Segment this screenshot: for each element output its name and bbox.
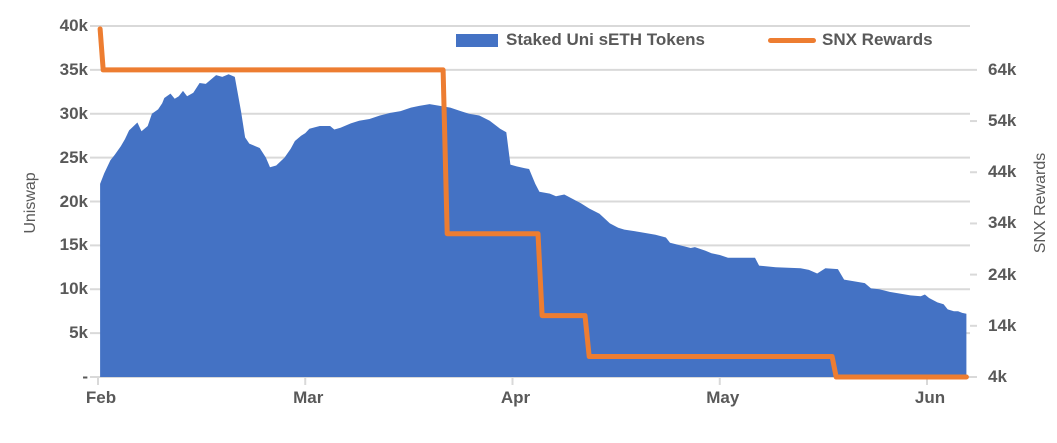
left-axis-tick-label: 40k bbox=[59, 16, 88, 35]
x-axis-tick-label: Jun bbox=[914, 388, 946, 407]
legend-label-staked-tokens: Staked Uni sETH Tokens bbox=[506, 30, 706, 49]
x-axis-tick-label: May bbox=[706, 388, 740, 407]
staked-tokens-swatch-icon bbox=[456, 33, 498, 47]
x-axis-tick-label: Mar bbox=[293, 388, 324, 407]
left-axis-tick-label: 35k bbox=[59, 59, 88, 79]
legend-label-snx-rewards: SNX Rewards bbox=[822, 30, 933, 49]
right-axis-tick-label: 14k bbox=[988, 315, 1017, 335]
staked-tokens-area-series bbox=[100, 74, 967, 378]
left-axis-tick-label: 25k bbox=[59, 147, 88, 167]
right-axis-tick-label: 54k bbox=[988, 111, 1017, 131]
x-axis-tick-label: Apr bbox=[500, 388, 531, 407]
axis-tick-marks bbox=[90, 25, 977, 385]
legend-item-snx-rewards: SNX Rewards bbox=[768, 30, 933, 50]
x-axis-tick-label: Feb bbox=[85, 388, 117, 407]
right-axis-tick-label: 34k bbox=[988, 213, 1017, 233]
left-axis-tick-label: 10k bbox=[59, 279, 88, 299]
right-axis-tick-label: 24k bbox=[988, 264, 1017, 284]
right-axis-tick-label: 44k bbox=[988, 162, 1017, 182]
snx-rewards-swatch-icon bbox=[768, 37, 816, 43]
left-axis-tick-label: 30k bbox=[59, 103, 88, 123]
left-axis-tick-label: - bbox=[82, 367, 88, 386]
legend-item-staked-tokens: Staked Uni sETH Tokens bbox=[456, 30, 705, 50]
right-axis-tick-label: 64k bbox=[988, 59, 1017, 79]
left-axis-tick-label: 15k bbox=[59, 235, 88, 255]
left-axis-tick-label: 20k bbox=[59, 191, 88, 211]
right-axis-tick-label: 4k bbox=[988, 367, 1007, 386]
left-axis-tick-label: 5k bbox=[69, 323, 88, 343]
snx-rewards-line-series bbox=[97, 26, 969, 380]
